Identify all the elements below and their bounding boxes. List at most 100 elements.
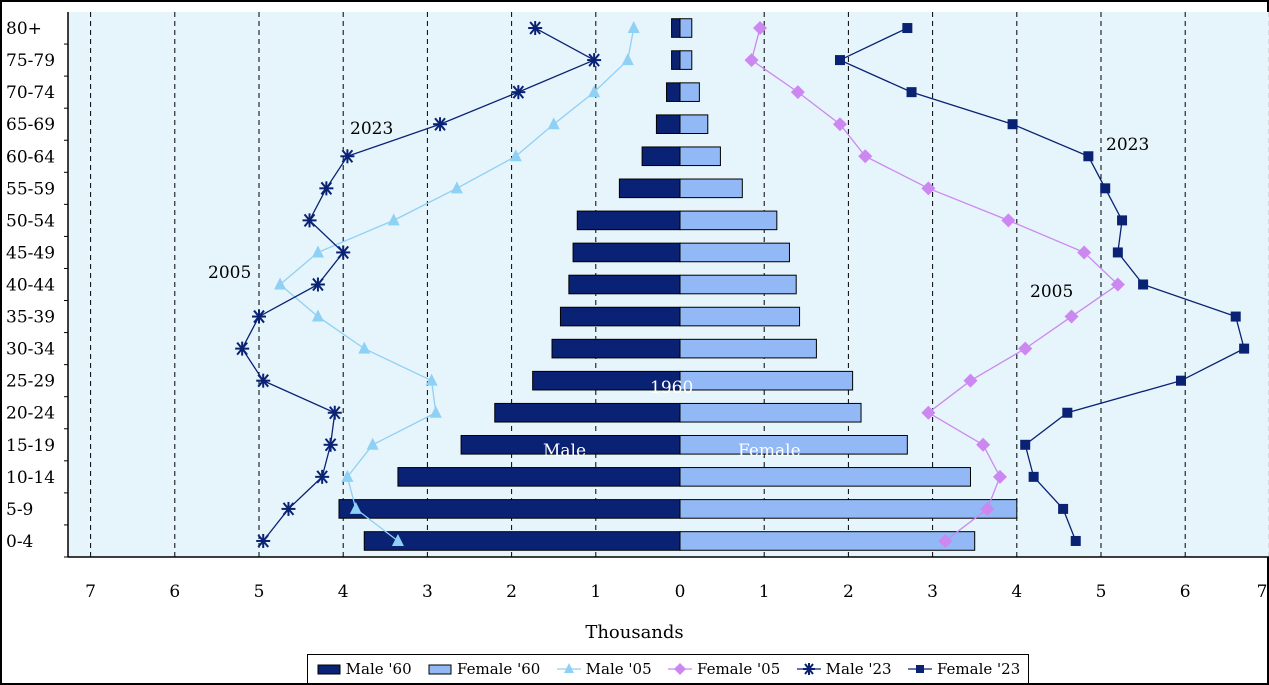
bar-male-1960 [618, 178, 681, 199]
y-tick-label: 20-24 [6, 404, 55, 424]
x-tick-label: 1 [590, 582, 601, 602]
line-male-23-point [310, 277, 325, 292]
line-male-23-point [433, 117, 448, 132]
bar-male-1960 [338, 499, 681, 519]
line-female-23-point [1007, 119, 1018, 130]
legend-label: Male '23 [825, 660, 892, 678]
y-tick-label: 5-9 [6, 500, 33, 520]
line-female-05-point [938, 533, 953, 548]
line-male-23-point [252, 309, 266, 324]
line-female-23-point [1138, 279, 1149, 290]
bar-female-1960 [679, 467, 971, 487]
line-female-23-point [1239, 343, 1250, 354]
line-female-23-point [834, 55, 845, 66]
line-male-23-point [323, 437, 338, 452]
legend-swatch [667, 663, 692, 675]
y-tick-label: 45-49 [6, 243, 55, 263]
line-male-23-point [340, 149, 355, 164]
x-tick-label: 6 [1180, 582, 1191, 602]
line-male-05-point [391, 533, 404, 546]
x-tick-label: 3 [422, 582, 433, 602]
legend-item: Female '05 [667, 660, 780, 678]
line-male-05-point [509, 149, 522, 162]
bar-female-1960 [679, 531, 976, 551]
line-male-05-point [588, 85, 601, 98]
annotation-2023-right: 2023 [1106, 135, 1149, 155]
bar-female-1960 [679, 434, 908, 455]
line-female-23-point [1058, 503, 1069, 514]
line-male-23-point [336, 245, 351, 260]
line-male-23-point [327, 405, 342, 420]
bar-male-1960 [671, 50, 681, 70]
annotation-female: Female [738, 441, 801, 461]
bar-male-1960 [494, 402, 681, 423]
y-tick-label: 70-74 [6, 83, 55, 103]
bar-male-1960 [572, 242, 681, 263]
line-male-05-point [425, 373, 438, 386]
line-female-05-point [858, 149, 873, 164]
bar-female-1960 [679, 402, 862, 423]
line-male-05-point [387, 213, 400, 226]
y-tick-label: 40-44 [6, 276, 55, 296]
line-female-05-point [790, 85, 805, 100]
line-male-05-point [358, 341, 371, 354]
y-tick-label: 15-19 [6, 436, 55, 456]
y-tick-label: 25-29 [6, 372, 55, 392]
annotation-male: Male [543, 441, 586, 461]
line-female-05-point [752, 21, 767, 36]
legend-label: Female '05 [696, 660, 781, 678]
line-female-05-point [976, 437, 991, 452]
line-male-23-point [511, 85, 526, 100]
line-male-05-point [274, 277, 287, 290]
line-male-05-point [627, 21, 640, 34]
bar-female-1960 [679, 82, 700, 102]
y-tick-label: 60-64 [6, 147, 55, 167]
line-male-05-point [366, 437, 379, 450]
bar-female-1960 [679, 306, 801, 327]
line-male-05-point [429, 405, 442, 418]
bar-female-1960 [679, 210, 778, 231]
line-female-23-point [906, 87, 917, 98]
line-male-23-point [281, 501, 296, 516]
legend-item: Female '60 [427, 660, 540, 678]
annotation-2005-left: 2005 [208, 263, 251, 283]
y-tick-label: 55-59 [6, 179, 55, 199]
legend-item: Male '05 [556, 660, 652, 678]
line-female-23-point [1062, 407, 1073, 418]
line-female-05-point [1064, 309, 1079, 324]
y-tick-label: 50-54 [6, 211, 55, 231]
line-female-23-point [1175, 375, 1186, 386]
legend-swatch [907, 665, 932, 673]
line-female-05-point [980, 501, 995, 516]
bar-female-1960 [679, 50, 693, 70]
bar-male-1960 [666, 82, 681, 102]
line-male-23-point [235, 341, 250, 356]
bar-male-1960 [576, 210, 681, 231]
line-male-23-point [302, 213, 317, 228]
line-female-23-point [1100, 183, 1111, 194]
line-female-23-point [1230, 311, 1241, 322]
line-female-05-point [744, 53, 759, 68]
bar-female-1960 [679, 499, 1018, 519]
line-female-23-point [1028, 471, 1039, 482]
legend-item: Male '60 [316, 660, 412, 678]
line-male-23-point [528, 21, 543, 36]
legend-swatch [428, 664, 452, 675]
y-tick-label: 10-14 [6, 468, 55, 488]
x-tick-label: 6 [169, 582, 180, 602]
bar-female-1960 [679, 146, 721, 167]
bar-male-1960 [568, 274, 681, 295]
line-female-05-point [921, 181, 936, 196]
line-female-23-point [1117, 215, 1128, 226]
line-female-05-point [832, 117, 847, 132]
line-male-23-point [256, 533, 271, 548]
x-tick-label: 4 [1011, 582, 1022, 602]
y-tick-label: 35-39 [6, 308, 55, 328]
line-male-05-point [311, 309, 324, 322]
x-tick-label: 4 [338, 582, 349, 602]
legend-swatch [556, 663, 581, 673]
legend-swatch [796, 663, 821, 675]
line-male-05-point [450, 181, 463, 194]
line-female-05-point [1077, 245, 1092, 260]
